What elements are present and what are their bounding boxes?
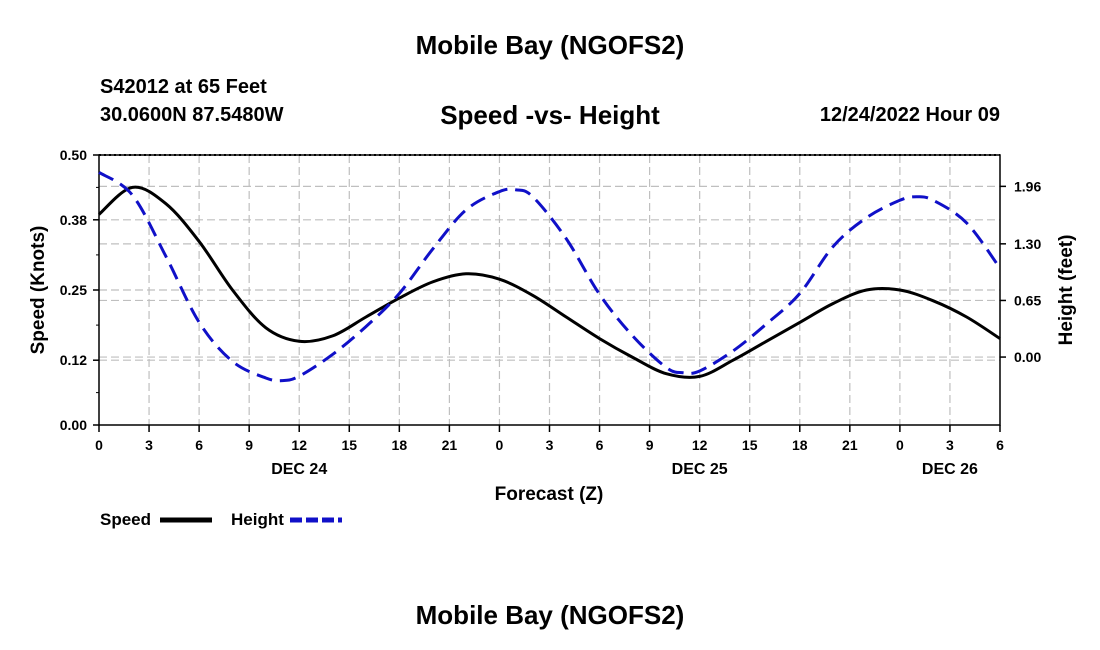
- date-label: DEC 24: [271, 461, 327, 478]
- height-series-line: [98, 171, 1002, 383]
- y-tick-label: 0.50: [60, 147, 87, 163]
- y-tick-label: 0.25: [60, 282, 87, 298]
- main-title: Mobile Bay (NGOFS2): [415, 30, 685, 60]
- axis-ticks: [93, 154, 1006, 432]
- y-tick-label: 0.12: [60, 352, 87, 368]
- x-tick-label: 3: [546, 437, 554, 453]
- grid: [99, 155, 1000, 425]
- x-tick-label: 0: [896, 437, 904, 453]
- x-tick-label: 6: [996, 437, 1004, 453]
- date-label: DEC 25: [672, 461, 728, 478]
- series: [97, 171, 1002, 383]
- x-tick-label: 6: [195, 437, 203, 453]
- x-tick-label: 6: [596, 437, 604, 453]
- x-tick-label: 3: [145, 437, 153, 453]
- x-tick-label: 9: [646, 437, 654, 453]
- footer-title: Mobile Bay (NGOFS2): [415, 600, 685, 630]
- y-tick-label: 0.38: [60, 212, 87, 228]
- date-label: DEC 26: [922, 461, 978, 478]
- y2-tick-label: 0.00: [1014, 349, 1041, 365]
- forecast-timestamp: 12/24/2022 Hour 09: [819, 104, 1000, 126]
- legend: Speed Height: [100, 510, 342, 529]
- legend-height-label: Height: [231, 510, 284, 529]
- x-tick-label: 21: [842, 437, 858, 453]
- speed-series-line: [97, 185, 1001, 379]
- y2-tick-label: 0.65: [1014, 292, 1041, 308]
- x-tick-label: 12: [692, 437, 708, 453]
- station-label: S42012 at 65 Feet: [100, 76, 267, 98]
- x-tick-label: 15: [742, 437, 758, 453]
- y2-axis-title: Height (feet): [1056, 235, 1077, 346]
- x-tick-label: 18: [392, 437, 408, 453]
- x-axis-title: Forecast (Z): [495, 484, 604, 505]
- y-axis-title: Speed (Knots): [28, 226, 49, 355]
- x-tick-label: 0: [95, 437, 103, 453]
- x-tick-label: 0: [496, 437, 504, 453]
- chart-title: Speed -vs- Height: [440, 100, 660, 130]
- x-tick-label: 3: [946, 437, 954, 453]
- coordinates-label: 30.0600N 87.5480W: [100, 104, 284, 126]
- x-tick-label: 12: [291, 437, 307, 453]
- x-tick-label: 21: [442, 437, 458, 453]
- x-tick-label: 18: [792, 437, 808, 453]
- tick-labels: 0 3 6 9 12 15 18 21 0 3 6 9 12 15 18 21 0 3 6 0.00 0.12 0.25 0…: [60, 147, 1042, 478]
- x-tick-label: 15: [341, 437, 357, 453]
- x-tick-label: 9: [245, 437, 253, 453]
- legend-speed-label: Speed: [100, 510, 151, 529]
- y2-tick-label: 1.30: [1014, 236, 1041, 252]
- y2-tick-label: 1.96: [1014, 178, 1041, 194]
- y-tick-label: 0.00: [60, 417, 87, 433]
